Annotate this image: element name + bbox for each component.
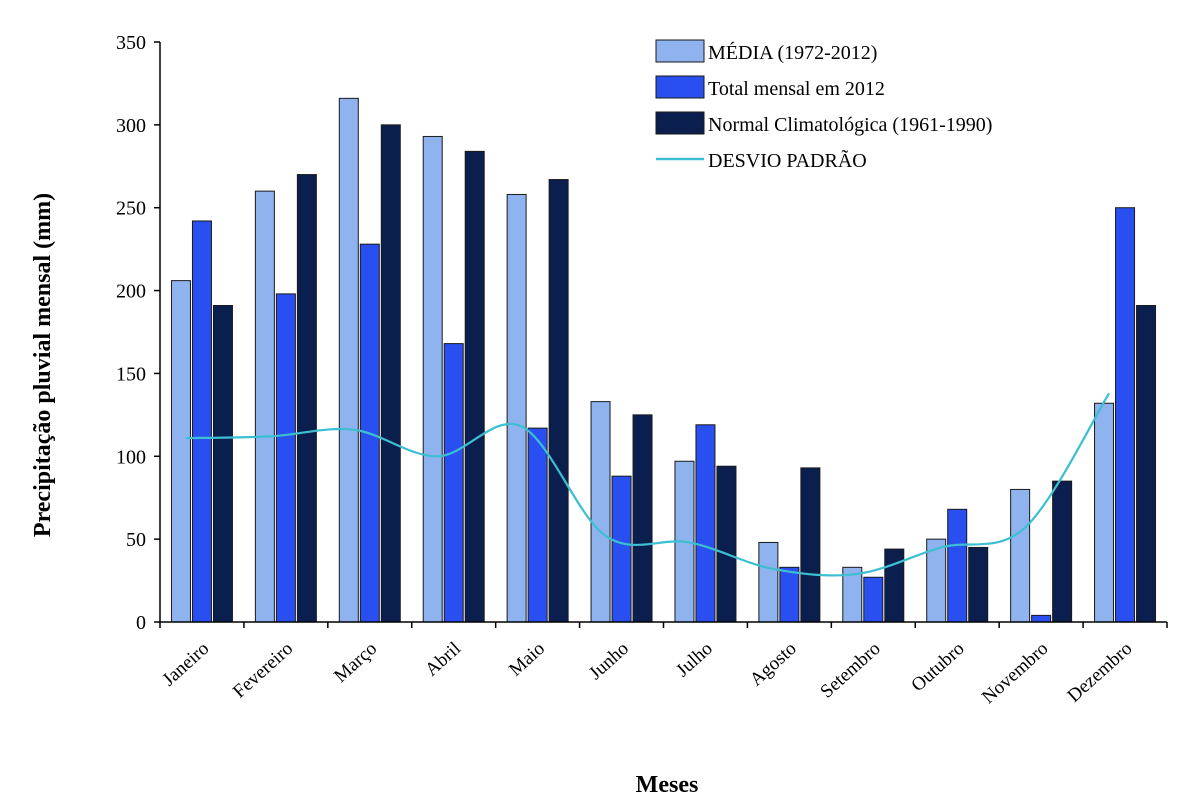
legend-label: MÉDIA (1972-2012) — [708, 41, 877, 64]
bar — [506, 193, 527, 623]
y-tick-label: 150 — [116, 363, 146, 385]
y-tick-label: 50 — [126, 529, 146, 551]
x-category-label: Junho — [585, 638, 633, 684]
bar — [632, 414, 653, 623]
bar — [590, 401, 611, 623]
bar — [254, 190, 275, 623]
x-axis-title: Meses — [636, 772, 699, 798]
bar — [779, 566, 800, 623]
series-line — [185, 392, 1110, 577]
x-category-label: Setembro — [816, 638, 884, 702]
legend: MÉDIA (1972-2012) Total mensal em 2012 Nor… — [655, 39, 992, 172]
bar — [947, 508, 968, 623]
bar — [800, 467, 821, 623]
bar — [422, 135, 443, 623]
x-category-label: Novembro — [978, 638, 1052, 708]
bar — [1010, 488, 1031, 623]
y-tick-label: 350 — [116, 32, 146, 54]
line-layer — [185, 392, 1110, 577]
bar — [170, 280, 191, 623]
bar — [1115, 207, 1136, 623]
bar — [863, 576, 884, 623]
bar — [968, 546, 989, 623]
bar — [758, 541, 779, 623]
bar — [443, 343, 464, 623]
y-axis-title: Precipitação pluvial mensal (mm) — [30, 193, 56, 537]
y-tick-label: 0 — [136, 612, 146, 634]
bar — [884, 548, 905, 623]
legend-label: Total mensal em 2012 — [708, 78, 885, 100]
bar — [275, 293, 296, 623]
legend-label: Normal Climatológica (1961-1990) — [708, 114, 992, 136]
bar — [338, 97, 359, 623]
bar — [1094, 402, 1115, 623]
bar — [296, 174, 317, 623]
y-tick-label: 100 — [116, 446, 146, 468]
y-tick-label: 200 — [116, 281, 146, 303]
bar — [695, 424, 716, 623]
x-category-label: Maio — [505, 638, 549, 680]
legend-swatch — [655, 75, 705, 99]
x-category-label: Outubro — [907, 638, 968, 696]
y-ticks: 0 50 100 150 200 250 300 350 — [116, 32, 160, 634]
bar — [611, 475, 632, 623]
x-category-label: Março — [330, 638, 381, 687]
bars-layer — [170, 97, 1157, 623]
bar — [212, 304, 233, 623]
x-category-label: Dezembro — [1064, 638, 1137, 707]
y-tick-label: 250 — [116, 198, 146, 220]
x-category-label: Abril — [421, 638, 465, 680]
x-category-label: Agosto — [746, 638, 801, 690]
bar — [1052, 480, 1073, 623]
x-category-label: Fevereiro — [229, 638, 297, 702]
bar — [1031, 614, 1052, 623]
bar — [464, 150, 485, 623]
legend-swatch — [655, 39, 705, 63]
bar — [191, 220, 212, 623]
x-ticks: Janeiro Fevereiro Março Abril Maio Junho Julho… — [158, 622, 1168, 708]
bar — [548, 179, 569, 623]
x-category-label: Janeiro — [158, 638, 213, 690]
bar — [380, 124, 401, 623]
x-category-label: Julho — [672, 638, 717, 681]
bar — [1136, 304, 1157, 623]
legend-label: DESVIO PADRÃO — [708, 148, 867, 172]
bar — [527, 427, 548, 623]
y-tick-label: 300 — [116, 115, 146, 137]
bar — [716, 465, 737, 623]
legend-swatch — [655, 111, 705, 135]
